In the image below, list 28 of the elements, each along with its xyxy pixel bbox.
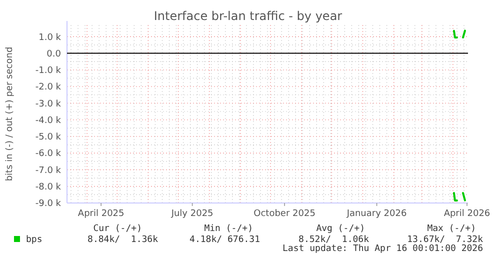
x-tick-label: October 2025 bbox=[254, 209, 316, 219]
y-tick-label: -4.0 k bbox=[35, 116, 62, 126]
y-tick-label: -1.0 k bbox=[35, 66, 62, 76]
y-tick-label: -8.0 k bbox=[35, 182, 62, 193]
chart-title: Interface br-lan traffic - by year bbox=[154, 9, 342, 23]
text: Last update: Thu Apr 16 00:01:00 2026 bbox=[282, 244, 483, 254]
text: 4.18k/ 676.31 bbox=[190, 235, 260, 245]
text: Avg (-/+) bbox=[316, 224, 365, 234]
text: Cur (-/+) bbox=[93, 224, 142, 234]
text: 13.67k/ 7.32k bbox=[407, 235, 484, 245]
y-tick-label: -9.0 k bbox=[35, 199, 62, 210]
legend-label: bps bbox=[26, 235, 42, 245]
text: 8.52k/ 1.06k bbox=[298, 235, 370, 245]
text: Min (-/+) bbox=[204, 224, 253, 234]
y-tick-label: -3.0 k bbox=[35, 99, 62, 110]
y-tick-label: -5.0 k bbox=[35, 132, 62, 143]
text: 8.84k/ 1.36k bbox=[88, 235, 159, 245]
y-tick-label: 1.0 k bbox=[38, 32, 62, 43]
y-axis-title: bits in (-) / out (+) per second bbox=[5, 46, 15, 182]
y-tick-label: -6.0 k bbox=[35, 149, 62, 160]
x-tick-label: April 2025 bbox=[78, 209, 124, 219]
y-tick-label: -2.0 k bbox=[35, 82, 62, 93]
text: Max (-/+) bbox=[427, 224, 476, 234]
x-tick-label: April 2026 bbox=[444, 209, 490, 219]
y-tick-label: -7.0 k bbox=[35, 166, 62, 176]
x-tick-label: January 2026 bbox=[346, 209, 407, 219]
x-tick-label: July 2025 bbox=[170, 209, 214, 219]
y-tick-label: 0.0 bbox=[46, 49, 62, 60]
